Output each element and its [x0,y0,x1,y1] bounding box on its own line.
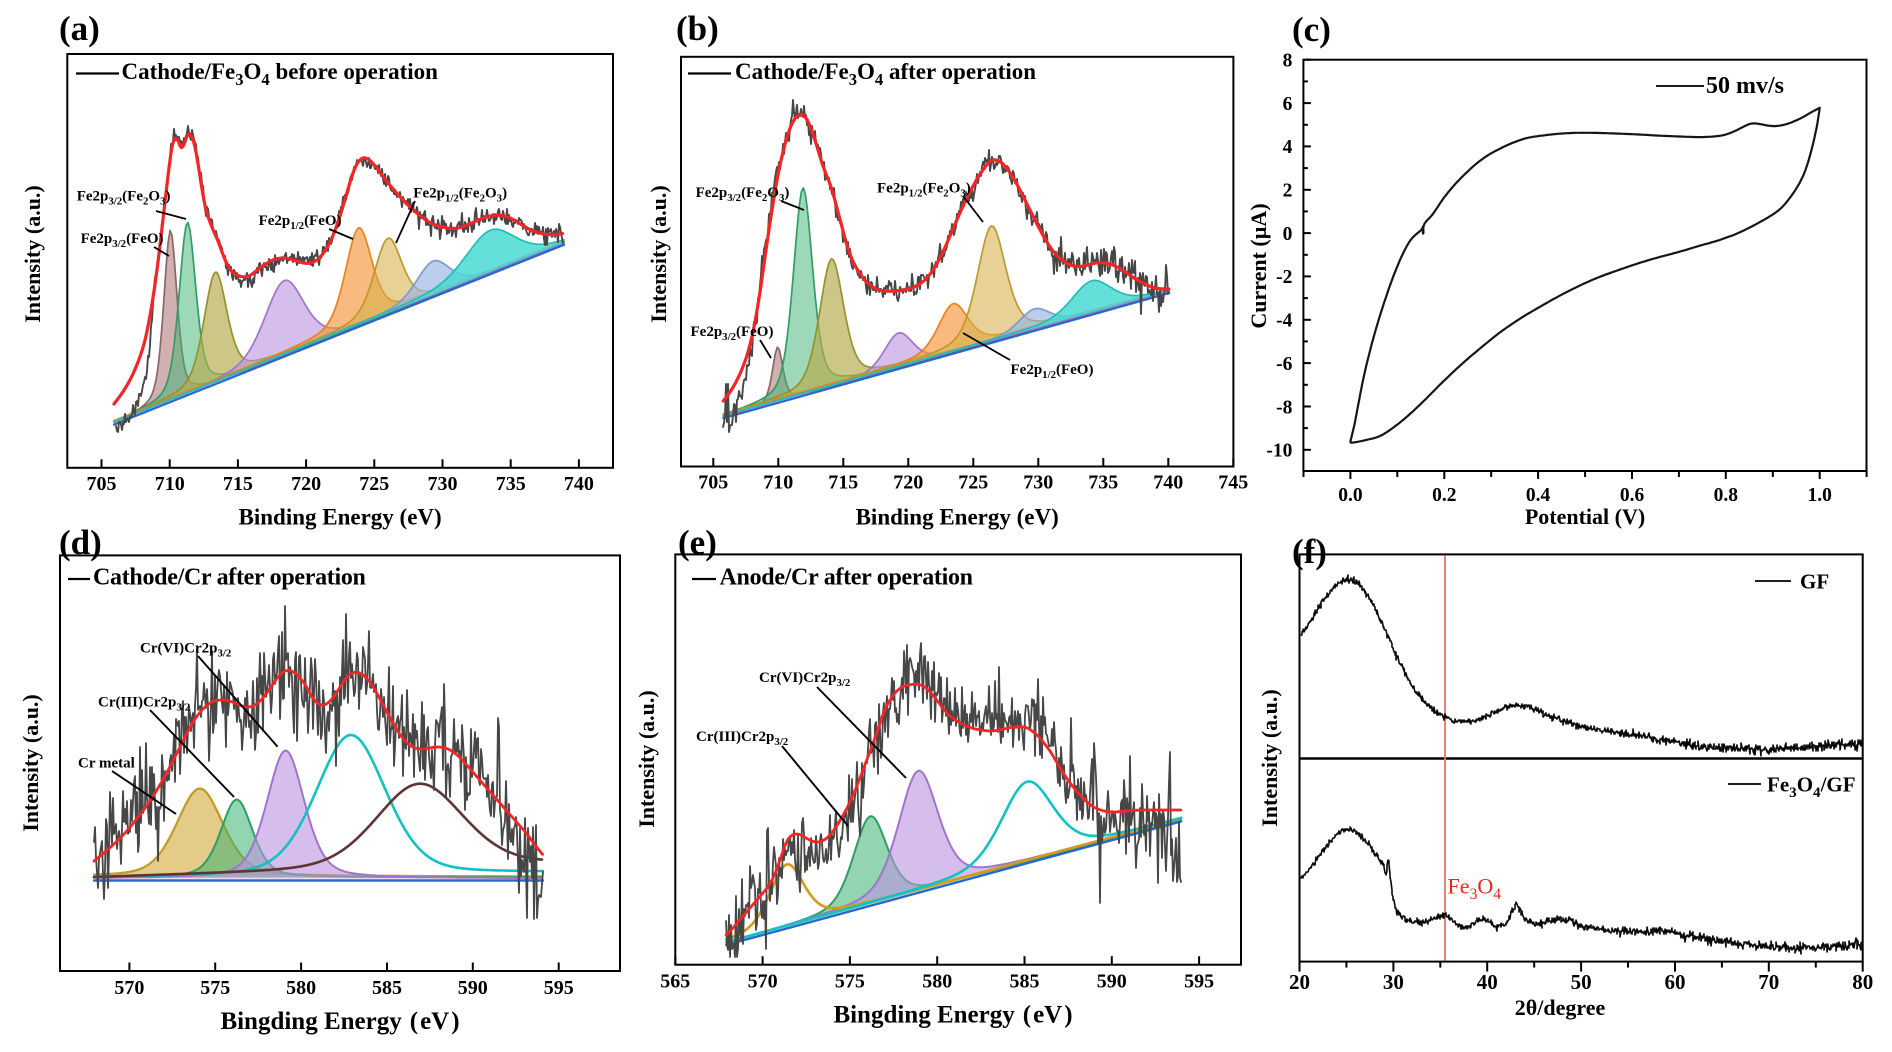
svg-text:Fe3O4/GF: Fe3O4/GF [1767,773,1856,802]
svg-text:6: 6 [1283,94,1293,115]
svg-text:Intensity (a.u.): Intensity (a.u.) [1257,689,1282,827]
svg-text:Potential (V): Potential (V) [1525,504,1645,529]
svg-text:715: 715 [828,472,858,494]
svg-text:Fe2p3/2(FeO): Fe2p3/2(FeO) [691,324,774,343]
svg-text:70: 70 [1758,970,1779,994]
svg-text:Fe2p1/2(Fe2O3): Fe2p1/2(Fe2O3) [413,186,507,205]
svg-text:Cathode/Fe3O4 before operation: Cathode/Fe3O4 before operation [122,59,439,89]
svg-text:-2: -2 [1276,267,1292,288]
svg-text:30: 30 [1383,970,1404,994]
svg-text:Intensity (a.u.): Intensity (a.u.) [634,690,659,828]
svg-text:-10: -10 [1266,441,1292,462]
svg-text:0.4: 0.4 [1526,485,1551,506]
svg-text:Intensity (a.u.): Intensity (a.u.) [20,185,45,323]
svg-text:745: 745 [1218,472,1248,494]
svg-text:585: 585 [372,977,402,999]
svg-text:Intensity (a.u.): Intensity (a.u.) [646,185,671,323]
svg-text:Fe2p1/2(Fe2O3): Fe2p1/2(Fe2O3) [877,181,971,200]
svg-text:740: 740 [1153,472,1183,494]
svg-text:Fe2p1/2(FeO): Fe2p1/2(FeO) [1011,362,1094,381]
svg-text:575: 575 [200,977,230,999]
svg-text:735: 735 [1088,472,1118,494]
svg-text:Cathode/Fe3O4 after operation: Cathode/Fe3O4 after operation [735,59,1036,89]
svg-text:730: 730 [1023,472,1053,494]
svg-text:Cr metal: Cr metal [78,756,135,772]
svg-text:2θ/degree: 2θ/degree [1515,995,1606,1020]
svg-text:(b): (b) [676,9,719,48]
svg-text:Fe2p3/2(Fe2O3): Fe2p3/2(Fe2O3) [77,189,171,208]
svg-text:0: 0 [1283,224,1293,245]
svg-text:570: 570 [748,971,778,993]
svg-text:80: 80 [1852,970,1873,994]
svg-text:565: 565 [660,971,690,993]
svg-text:585: 585 [1010,971,1040,993]
svg-text:Cr(VI)Cr2p3/2: Cr(VI)Cr2p3/2 [140,641,231,660]
svg-text:715: 715 [223,473,253,495]
svg-text:4: 4 [1283,137,1293,158]
svg-text:Fe2p3/2(Fe2O3): Fe2p3/2(Fe2O3) [696,185,790,204]
svg-text:580: 580 [922,971,952,993]
svg-text:0.2: 0.2 [1432,485,1456,506]
svg-text:60: 60 [1665,970,1686,994]
svg-text:Cr(III)Cr2p3/2: Cr(III)Cr2p3/2 [98,695,190,714]
svg-text:0.6: 0.6 [1620,485,1645,506]
svg-text:710: 710 [763,472,793,494]
svg-text:590: 590 [458,977,488,999]
svg-text:Current (µA): Current (µA) [1246,203,1271,328]
svg-text:(c): (c) [1292,10,1331,49]
svg-text:Cathode/Cr after operation: Cathode/Cr after operation [93,565,366,591]
svg-text:2: 2 [1283,181,1293,202]
svg-text:595: 595 [1184,971,1214,993]
svg-text:725: 725 [359,473,389,495]
svg-text:580: 580 [286,977,316,999]
svg-text:(a): (a) [59,9,100,48]
svg-text:Anode/Cr after operation: Anode/Cr after operation [720,565,973,591]
svg-text:50: 50 [1571,970,1592,994]
svg-text:730: 730 [428,473,458,495]
svg-text:710: 710 [155,473,185,495]
svg-text:Cr(VI)Cr2p3/2: Cr(VI)Cr2p3/2 [759,670,850,689]
svg-text:-4: -4 [1276,311,1292,332]
svg-text:Fe2p1/2(FeO): Fe2p1/2(FeO) [259,213,342,232]
svg-text:GF: GF [1800,570,1829,594]
svg-text:720: 720 [291,473,321,495]
svg-text:720: 720 [893,472,923,494]
svg-text:725: 725 [958,472,988,494]
svg-text:Intensity (a.u.): Intensity (a.u.) [18,694,43,832]
svg-text:Bingding Energy(eV): Bingding Energy (eV) [220,1008,459,1035]
svg-text:(e): (e) [678,523,717,562]
svg-text:0.0: 0.0 [1338,485,1362,506]
svg-text:Binding Energy (eV): Binding Energy (eV) [856,504,1059,529]
svg-text:8: 8 [1283,51,1293,72]
svg-text:Fe2p3/2(FeO): Fe2p3/2(FeO) [81,231,164,250]
svg-text:Binding Energy (eV): Binding Energy (eV) [239,504,442,529]
svg-text:(f): (f) [1292,532,1327,571]
svg-text:740: 740 [564,473,594,495]
svg-text:705: 705 [698,472,728,494]
svg-text:-6: -6 [1276,354,1292,375]
svg-text:1.0: 1.0 [1808,485,1832,506]
svg-text:Bingding Energy(eV): Bingding Energy (eV) [833,1002,1072,1029]
svg-text:Fe3O4: Fe3O4 [1448,874,1502,904]
svg-text:735: 735 [496,473,526,495]
svg-text:40: 40 [1477,970,1498,994]
svg-text:590: 590 [1097,971,1127,993]
svg-text:575: 575 [835,971,865,993]
svg-text:Cr(III)Cr2p3/2: Cr(III)Cr2p3/2 [696,729,788,748]
svg-text:(d): (d) [59,523,102,562]
svg-text:50 mv/s: 50 mv/s [1706,73,1784,99]
svg-text:20: 20 [1289,970,1310,994]
svg-text:570: 570 [114,977,144,999]
svg-text:-8: -8 [1276,397,1292,418]
svg-text:0.8: 0.8 [1714,485,1739,506]
svg-text:595: 595 [544,977,574,999]
svg-text:705: 705 [87,473,117,495]
